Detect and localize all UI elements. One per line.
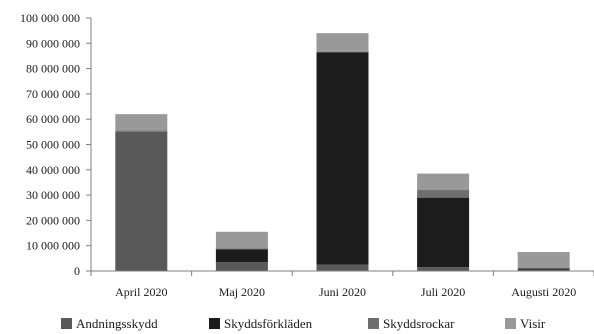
y-tick-label: 40 000 000: [26, 163, 80, 177]
x-tick-label: Juni 2020: [319, 285, 366, 299]
y-tick-label: 100 000 000: [20, 11, 80, 25]
y-tick-label: 80 000 000: [26, 62, 80, 76]
bar-segment: [417, 173, 470, 191]
bar-segment: [215, 262, 268, 271]
legend-swatch: [368, 318, 379, 329]
bar-segment: [215, 248, 268, 250]
y-tick-label: 10 000 000: [26, 239, 80, 253]
bar-segment: [115, 114, 168, 131]
bar-segment: [215, 231, 268, 249]
bar-segment: [517, 269, 570, 271]
y-tick-label: 30 000 000: [26, 188, 80, 202]
y-tick-label: 70 000 000: [26, 87, 80, 101]
y-tick-label: 50 000 000: [26, 138, 80, 152]
x-tick-label: April 2020: [115, 285, 167, 299]
y-tick-label: 0: [74, 264, 80, 278]
bar-segment: [417, 267, 470, 271]
y-axis: 0 10 000 000 20 000 000 30 000 000 40 000 00…: [20, 11, 92, 278]
legend-label: Visir: [520, 316, 546, 331]
legend-label: Skyddsrockar: [383, 316, 455, 331]
x-tick-label: Augusti 2020: [511, 285, 576, 299]
bar-segment: [517, 252, 570, 269]
bar-segment: [115, 130, 168, 132]
x-axis: April 2020 Maj 2020 Juni 2020 Juli 2020 Augu…: [90, 270, 594, 299]
legend-swatch: [209, 318, 220, 329]
x-tick-label: Maj 2020: [219, 285, 265, 299]
y-tick-label: 90 000 000: [26, 36, 80, 50]
y-tick-label: 20 000 000: [26, 213, 80, 227]
bars: [115, 33, 570, 271]
legend-swatch: [505, 318, 516, 329]
bar-segment: [316, 52, 369, 265]
bar-segment: [115, 131, 168, 271]
bar-segment: [417, 190, 470, 198]
x-tick-label: Juli 2020: [421, 285, 465, 299]
legend-swatch: [61, 318, 72, 329]
bar-segment: [316, 33, 369, 53]
y-tick-label: 60 000 000: [26, 112, 80, 126]
bar-segment: [417, 197, 470, 268]
bar-segment: [517, 268, 570, 270]
bar-segment: [215, 249, 268, 263]
bar-segment: [316, 264, 369, 271]
legend-label: Skyddsförkläden: [224, 316, 313, 331]
legend: Andningsskydd Skyddsförkläden Skyddsrockar…: [61, 316, 546, 331]
legend-label: Andningsskydd: [76, 316, 158, 331]
